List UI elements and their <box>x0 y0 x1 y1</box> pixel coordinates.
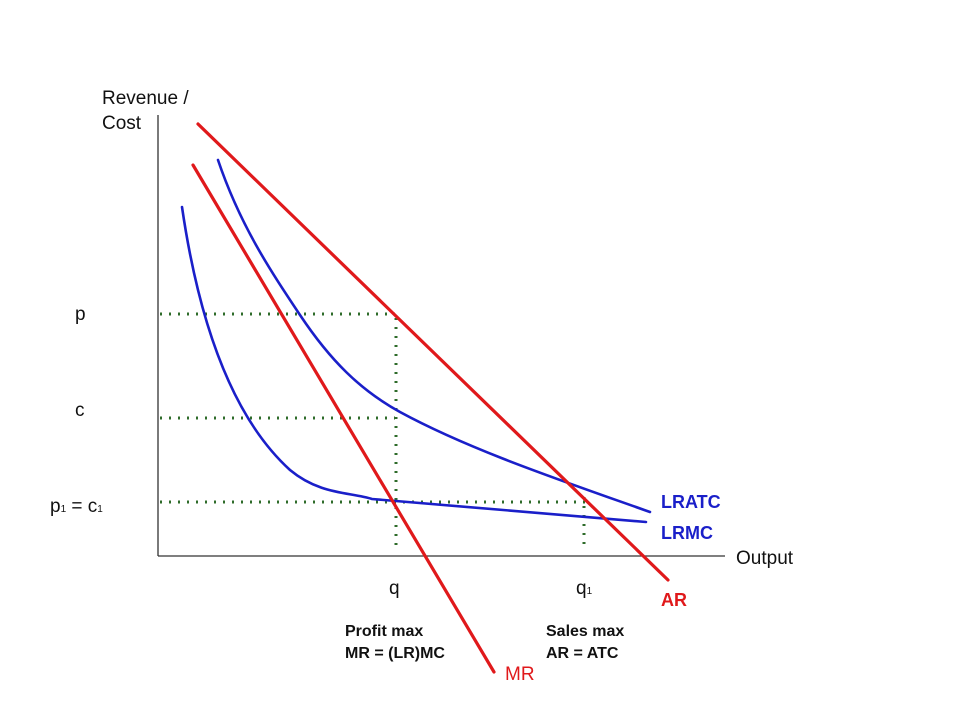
label-lrmc: LRMC <box>661 523 713 543</box>
tick-q1-base: q <box>576 578 587 599</box>
tick-q: q <box>389 578 400 599</box>
tick-q1: q1 <box>576 578 593 599</box>
sales-max-line2: AR = ATC <box>546 645 619 662</box>
ar-curve <box>196 122 670 582</box>
tick-q1-subscript: 1 <box>587 586 593 597</box>
profit-max-line1: Profit max <box>345 623 423 640</box>
sales-max-line1: Sales max <box>546 623 624 640</box>
y-axis-title-line2: Cost <box>102 113 142 134</box>
y-axis-title-line1: Revenue / <box>102 88 189 109</box>
tick-equals-c: = c <box>66 496 97 517</box>
tick-p1-base: p <box>50 496 61 517</box>
tick-c: c <box>75 400 85 421</box>
profit-max-line2: MR = (LR)MC <box>345 645 445 662</box>
label-mr: MR <box>505 664 535 685</box>
tick-p: p <box>75 304 86 325</box>
label-ar: AR <box>661 590 687 610</box>
tick-p1-equals-c1: p1 = c1 <box>50 496 103 517</box>
lrmc-curve <box>180 205 648 524</box>
label-lratc: LRATC <box>661 492 721 512</box>
lratc-curve <box>216 158 652 514</box>
mr-curve <box>191 163 496 674</box>
tick-p1-subscript: 1 <box>61 504 67 515</box>
tick-c1-subscript: 1 <box>97 504 103 515</box>
guide-lines <box>160 312 586 550</box>
x-axis-title: Output <box>736 548 794 569</box>
